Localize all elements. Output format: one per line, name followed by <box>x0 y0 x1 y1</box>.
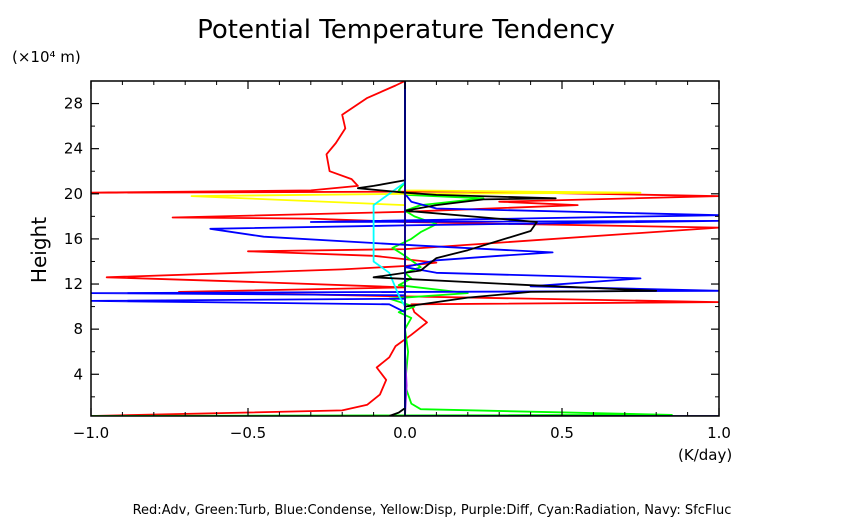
x-tick-label: −1.0 <box>73 424 109 442</box>
x-tick-label: 1.0 <box>707 424 731 442</box>
series-turb-line <box>91 81 673 416</box>
y-tick-label: 8 <box>73 320 83 338</box>
series-sfcfluc-line <box>404 81 719 416</box>
series-adv-line <box>91 81 719 416</box>
y-tick-label: 4 <box>73 365 83 383</box>
y-unit-label: (×10⁴ m) <box>12 48 81 66</box>
tick-layer: −1.0 −0.5 0.0 0.5 1.0 4 8 12 16 20 24 28 <box>64 80 731 442</box>
y-tick-label: 20 <box>64 185 83 203</box>
x-tick-label: 0.5 <box>550 424 574 442</box>
y-tick-label: 24 <box>64 140 83 158</box>
x-tick-label: −0.5 <box>230 424 266 442</box>
y-tick-label: 12 <box>64 275 83 293</box>
legend-text: Red:Adv, Green:Turb, Blue:Condense, Yell… <box>133 503 732 518</box>
series-total-line <box>357 81 658 416</box>
series-layer <box>91 81 719 416</box>
y-tick-label: 28 <box>64 95 83 113</box>
series-radiation-line <box>372 81 406 416</box>
x-tick-label: 0.0 <box>393 424 417 442</box>
x-unit-label: (K/day) <box>678 446 732 464</box>
y-tick-label: 16 <box>64 230 83 248</box>
chart-title: Potential Temperature Tendency <box>197 15 615 45</box>
y-axis-label: Height <box>27 217 51 283</box>
